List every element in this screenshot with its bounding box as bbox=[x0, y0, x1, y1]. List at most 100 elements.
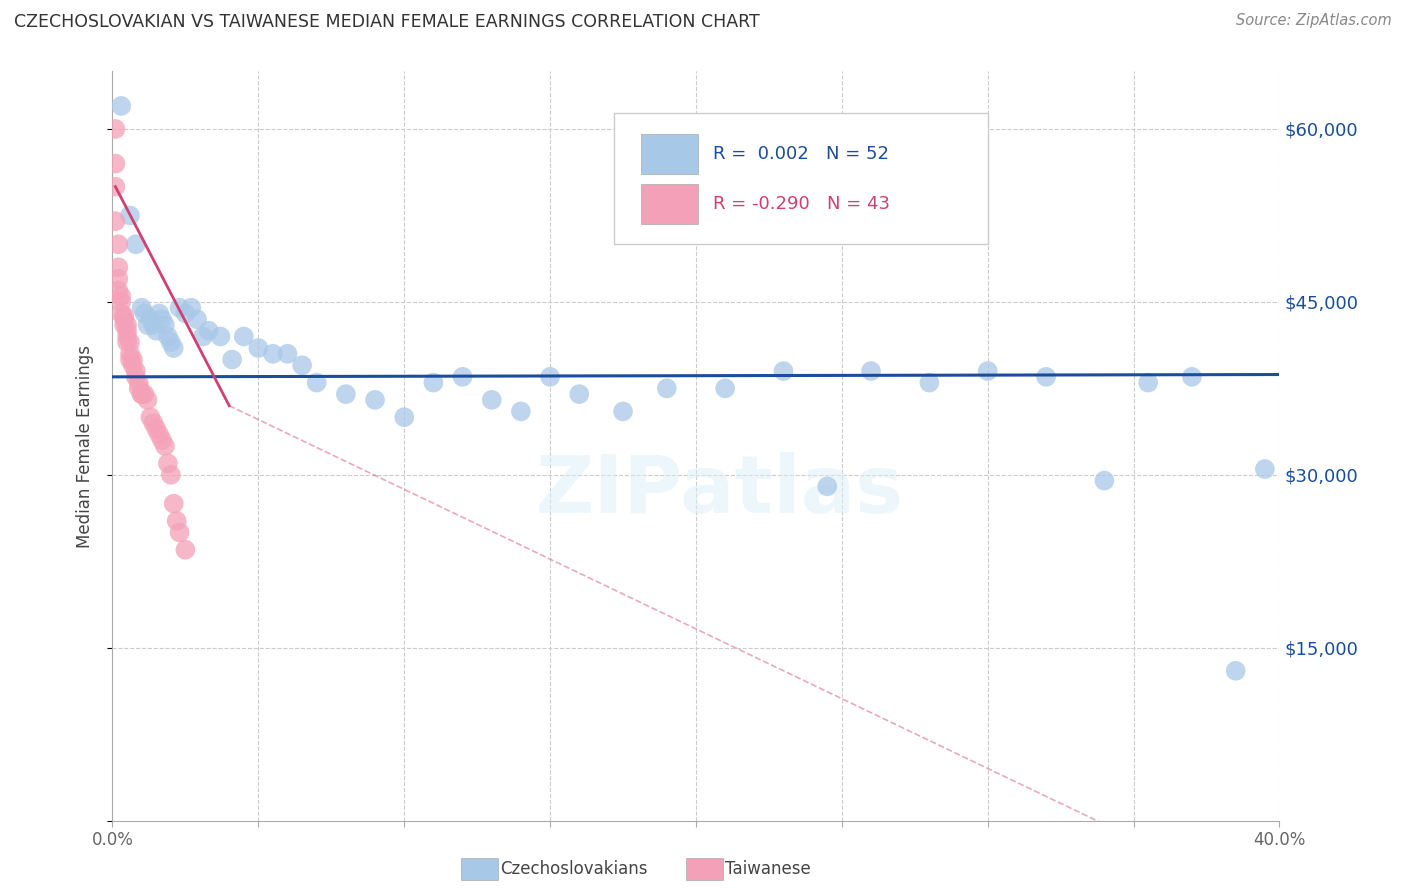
Point bbox=[110, 294, 132, 309]
Point bbox=[191, 329, 214, 343]
Point bbox=[160, 335, 183, 350]
Point bbox=[655, 381, 678, 395]
Y-axis label: Median Female Earnings: Median Female Earnings bbox=[76, 344, 94, 548]
Point bbox=[122, 359, 145, 373]
Point bbox=[115, 335, 138, 350]
Point bbox=[131, 387, 153, 401]
Point bbox=[136, 392, 159, 407]
Point bbox=[142, 318, 165, 332]
Point bbox=[156, 329, 179, 343]
Point bbox=[335, 387, 357, 401]
Point bbox=[509, 404, 531, 418]
Point bbox=[112, 318, 135, 332]
Point bbox=[538, 369, 561, 384]
Point bbox=[156, 456, 179, 470]
Point bbox=[104, 179, 127, 194]
Point bbox=[134, 387, 156, 401]
Point bbox=[1254, 462, 1277, 476]
Point bbox=[118, 209, 141, 223]
Point bbox=[481, 392, 503, 407]
Point bbox=[104, 122, 127, 136]
Point bbox=[714, 381, 737, 395]
Point bbox=[186, 312, 208, 326]
Point bbox=[150, 312, 173, 326]
Point bbox=[276, 347, 298, 361]
Point bbox=[291, 359, 314, 373]
Point bbox=[139, 312, 162, 326]
Point bbox=[115, 329, 138, 343]
Point bbox=[145, 324, 167, 338]
Point bbox=[612, 404, 634, 418]
Text: R = -0.290   N = 43: R = -0.290 N = 43 bbox=[713, 195, 890, 213]
Point bbox=[131, 301, 153, 315]
Point bbox=[153, 318, 176, 332]
Point bbox=[110, 289, 132, 303]
Point bbox=[104, 214, 127, 228]
Point bbox=[221, 352, 243, 367]
Point bbox=[232, 329, 254, 343]
Point bbox=[364, 392, 387, 407]
Point bbox=[160, 467, 183, 482]
Point bbox=[150, 434, 173, 448]
Text: ZIPatlas: ZIPatlas bbox=[536, 452, 904, 530]
Point bbox=[918, 376, 941, 390]
FancyBboxPatch shape bbox=[641, 134, 699, 174]
Text: CZECHOSLOVAKIAN VS TAIWANESE MEDIAN FEMALE EARNINGS CORRELATION CHART: CZECHOSLOVAKIAN VS TAIWANESE MEDIAN FEMA… bbox=[14, 13, 759, 31]
Point bbox=[1181, 369, 1204, 384]
Point bbox=[136, 318, 159, 332]
Point bbox=[1225, 664, 1247, 678]
Point bbox=[860, 364, 883, 378]
Point bbox=[107, 237, 129, 252]
Point bbox=[174, 306, 197, 320]
Point bbox=[145, 422, 167, 436]
Point bbox=[166, 514, 188, 528]
Point bbox=[118, 352, 141, 367]
Point bbox=[163, 497, 186, 511]
Point bbox=[568, 387, 591, 401]
Point bbox=[118, 347, 141, 361]
Point bbox=[125, 369, 148, 384]
Point bbox=[174, 542, 197, 557]
Text: Source: ZipAtlas.com: Source: ZipAtlas.com bbox=[1236, 13, 1392, 29]
Text: Czechoslovakians: Czechoslovakians bbox=[501, 860, 648, 878]
Point bbox=[110, 306, 132, 320]
Point bbox=[107, 284, 129, 298]
Point bbox=[451, 369, 474, 384]
Point bbox=[125, 364, 148, 378]
Point bbox=[107, 260, 129, 275]
Point bbox=[976, 364, 998, 378]
FancyBboxPatch shape bbox=[641, 184, 699, 224]
Point bbox=[139, 410, 162, 425]
Point bbox=[148, 306, 170, 320]
Point bbox=[107, 272, 129, 286]
Point bbox=[134, 306, 156, 320]
Point bbox=[422, 376, 444, 390]
Point bbox=[122, 352, 145, 367]
Point bbox=[148, 427, 170, 442]
Text: R =  0.002   N = 52: R = 0.002 N = 52 bbox=[713, 145, 890, 162]
Point bbox=[305, 376, 328, 390]
Point bbox=[180, 301, 202, 315]
Point bbox=[197, 324, 219, 338]
Point bbox=[131, 387, 153, 401]
Point bbox=[142, 416, 165, 430]
Point bbox=[1035, 369, 1057, 384]
Point bbox=[163, 341, 186, 355]
Point bbox=[118, 335, 141, 350]
Point bbox=[104, 156, 127, 170]
Point bbox=[115, 318, 138, 332]
Point bbox=[112, 309, 135, 323]
Point bbox=[772, 364, 794, 378]
Point bbox=[110, 99, 132, 113]
Point bbox=[209, 329, 232, 343]
Point bbox=[153, 439, 176, 453]
Text: Taiwanese: Taiwanese bbox=[725, 860, 811, 878]
Point bbox=[125, 237, 148, 252]
Point bbox=[115, 324, 138, 338]
Point bbox=[128, 381, 150, 395]
Point bbox=[1094, 474, 1116, 488]
Point bbox=[169, 525, 191, 540]
Point bbox=[128, 376, 150, 390]
Point bbox=[815, 479, 838, 493]
Point bbox=[394, 410, 416, 425]
